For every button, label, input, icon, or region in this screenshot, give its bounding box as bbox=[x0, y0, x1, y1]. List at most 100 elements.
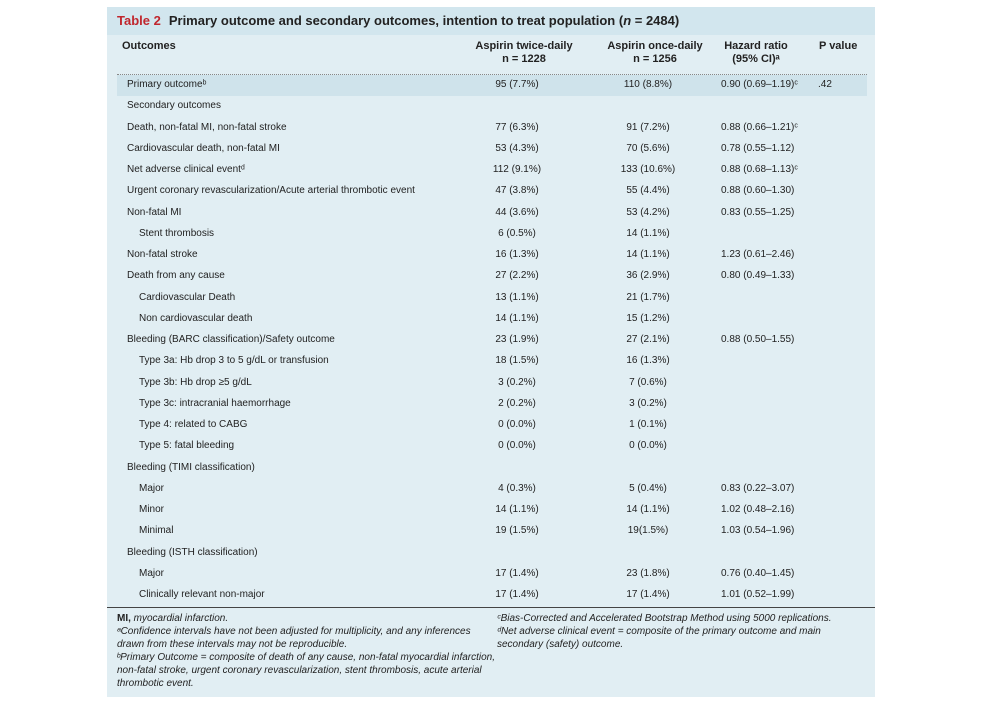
table-card: Table 2 Primary outcome and secondary out… bbox=[107, 7, 875, 697]
header-p-value: P value bbox=[819, 40, 858, 52]
header-outcomes: Outcomes bbox=[122, 40, 176, 52]
row-label: Bleeding (ISTH classification) bbox=[127, 546, 258, 558]
header-arm-b-label: Aspirin once-daily bbox=[607, 40, 703, 52]
row-p-value: .42 bbox=[818, 79, 832, 90]
row-label: Type 3c: intracranial haemorrhage bbox=[139, 397, 291, 409]
row-value-once-daily: 5 (0.4%) bbox=[629, 482, 667, 494]
table-row: Major 4 (0.3%) 5 (0.4%) 0.83 (0.22–3.07) bbox=[117, 479, 867, 500]
row-value-once-daily: 14 (1.1%) bbox=[626, 504, 670, 515]
row-value-once-daily: 3 (0.2%) bbox=[629, 397, 667, 409]
row-label: Major bbox=[139, 482, 165, 494]
row-label: Cardiovascular Death bbox=[139, 291, 236, 303]
row-value-twice-daily: 17 (1.4%) bbox=[495, 567, 539, 579]
row-label: Type 4: related to CABG bbox=[139, 419, 248, 430]
footnote-right: ᶜBias-Corrected and Accelerated Bootstra… bbox=[497, 612, 867, 651]
row-hazard-ratio: 0.88 (0.68–1.13)ᶜ bbox=[721, 164, 798, 175]
header-arm-a-n: n = 1228 bbox=[502, 53, 546, 65]
row-value-once-daily: 17 (1.4%) bbox=[626, 589, 670, 600]
row-value-twice-daily: 13 (1.1%) bbox=[495, 291, 539, 303]
table-row: Clinically relevant non-major 17 (1.4%) 17… bbox=[117, 585, 867, 606]
row-label: Non-fatal MI bbox=[127, 206, 182, 218]
row-value-once-daily: 70 (5.6%) bbox=[626, 142, 670, 154]
row-value-once-daily: 14 (1.1%) bbox=[626, 249, 670, 260]
table-row: Death from any cause 27 (2.2%) 36 (2.9%) 0.… bbox=[117, 266, 867, 287]
table-row: Bleeding (BARC classification)/Safety ou… bbox=[117, 330, 867, 351]
row-label: Secondary outcomes bbox=[127, 100, 221, 112]
table-row: Net adverse clinical eventᵈ 112 (9.1%) 133… bbox=[117, 160, 867, 181]
table-title: Table 2 Primary outcome and secondary out… bbox=[117, 13, 679, 28]
row-hazard-ratio: 0.78 (0.55–1.12) bbox=[721, 142, 795, 154]
row-hazard-ratio: 1.23 (0.61–2.46) bbox=[721, 249, 795, 260]
row-label: Urgent coronary revascularization/Acute … bbox=[127, 185, 415, 197]
table-row: Secondary outcomes bbox=[117, 96, 867, 117]
row-value-once-daily: 110 (8.8%) bbox=[623, 79, 673, 90]
title-bar: Table 2 Primary outcome and secondary out… bbox=[107, 7, 875, 35]
row-value-twice-daily: 0 (0.0%) bbox=[498, 440, 536, 452]
table-row: Cardiovascular death, non-fatal MI 53 (4.… bbox=[117, 139, 867, 160]
row-value-twice-daily: 16 (1.3%) bbox=[495, 249, 539, 260]
row-label: Cardiovascular death, non-fatal MI bbox=[127, 142, 280, 154]
table-row: Non-fatal stroke 16 (1.3%) 14 (1.1%) 1.23 (… bbox=[117, 245, 867, 266]
row-value-twice-daily: 4 (0.3%) bbox=[498, 482, 536, 494]
row-hazard-ratio: 0.83 (0.55–1.25) bbox=[721, 206, 795, 218]
table-number: Table 2 bbox=[117, 13, 161, 28]
table-row: Non cardiovascular death 14 (1.1%) 15 (1.2… bbox=[117, 309, 867, 330]
row-value-twice-daily: 14 (1.1%) bbox=[495, 312, 539, 324]
row-label: Type 5: fatal bleeding bbox=[139, 440, 235, 452]
table-row: Non-fatal MI 44 (3.6%) 53 (4.2%) 0.83 (0.55… bbox=[117, 203, 867, 224]
row-value-once-daily: 0 (0.0%) bbox=[629, 440, 667, 452]
table-row: Type 3b: Hb drop ≥5 g/dL 3 (0.2%) 7 (0.6%) bbox=[117, 373, 867, 394]
row-value-once-daily: 19(1.5%) bbox=[627, 525, 669, 537]
footnote-mi-abbr: MI, bbox=[117, 613, 131, 624]
table-row-primary: Primary outcomeᵇ 95 (7.7%) 110 (8.8%) 0.90 … bbox=[117, 75, 867, 96]
table-row: Minor 14 (1.1%) 14 (1.1%) 1.02 (0.48–2.16) bbox=[117, 500, 867, 521]
footnote-mi: MI, myocardial infarction. bbox=[117, 612, 497, 625]
row-value-twice-daily: 95 (7.7%) bbox=[495, 79, 539, 90]
row-value-twice-daily: 77 (6.3%) bbox=[495, 121, 539, 133]
footnote-c: ᶜBias-Corrected and Accelerated Bootstra… bbox=[497, 613, 832, 624]
row-value-once-daily: 15 (1.2%) bbox=[626, 312, 670, 324]
table-row: Bleeding (ISTH classification) bbox=[117, 543, 867, 564]
row-label: Clinically relevant non-major bbox=[139, 589, 265, 600]
row-value-twice-daily: 0 (0.0%) bbox=[498, 419, 536, 430]
row-value-once-daily: 21 (1.7%) bbox=[626, 291, 670, 303]
row-value-once-daily: 16 (1.3%) bbox=[626, 355, 670, 367]
row-label: Non cardiovascular death bbox=[139, 312, 253, 324]
table-row: Stent thrombosis 6 (0.5%) 14 (1.1%) bbox=[117, 224, 867, 245]
row-value-twice-daily: 27 (2.2%) bbox=[495, 270, 539, 282]
table-row: Minimal 19 (1.5%) 19(1.5%) 1.03 (0.54–1.96) bbox=[117, 521, 867, 542]
row-value-twice-daily: 14 (1.1%) bbox=[495, 504, 539, 515]
title-text: Primary outcome and secondary outcomes, … bbox=[168, 13, 624, 28]
row-label: Type 3a: Hb drop 3 to 5 g/dL or transfus… bbox=[139, 355, 329, 367]
row-value-once-daily: 23 (1.8%) bbox=[626, 567, 670, 579]
title-n: n bbox=[623, 13, 632, 28]
row-label: Net adverse clinical eventᵈ bbox=[127, 164, 245, 175]
row-value-once-daily: 55 (4.4%) bbox=[626, 185, 670, 197]
header-hazard-ratio: Hazard ratio (95% CI)ᵃ bbox=[711, 40, 801, 66]
row-label: Bleeding (BARC classification)/Safety ou… bbox=[127, 334, 335, 345]
footnote-a: ᵃConfidence intervals have not been adju… bbox=[117, 626, 471, 650]
row-value-once-daily: 53 (4.2%) bbox=[626, 206, 670, 218]
row-label: Stent thrombosis bbox=[139, 227, 215, 239]
row-value-once-daily: 91 (7.2%) bbox=[626, 121, 670, 133]
row-value-once-daily: 36 (2.9%) bbox=[626, 270, 670, 282]
row-hazard-ratio: 1.02 (0.48–2.16) bbox=[721, 504, 795, 515]
row-label: Non-fatal stroke bbox=[127, 249, 198, 260]
row-value-once-daily: 14 (1.1%) bbox=[626, 227, 670, 239]
row-value-once-daily: 133 (10.6%) bbox=[620, 164, 676, 175]
row-hazard-ratio: 0.90 (0.69–1.19)ᶜ bbox=[721, 79, 798, 90]
row-hazard-ratio: 0.83 (0.22–3.07) bbox=[721, 482, 795, 494]
row-hazard-ratio: 0.80 (0.49–1.33) bbox=[721, 270, 795, 282]
row-value-twice-daily: 23 (1.9%) bbox=[495, 334, 539, 345]
footer-divider bbox=[107, 607, 875, 608]
footnote-mi-def: myocardial infarction. bbox=[130, 613, 229, 624]
header-arm-a: Aspirin twice-daily n = 1228 bbox=[454, 40, 594, 66]
header-arm-a-label: Aspirin twice-daily bbox=[475, 40, 573, 52]
row-label: Type 3b: Hb drop ≥5 g/dL bbox=[139, 376, 252, 388]
table-row: Type 4: related to CABG 0 (0.0%) 1 (0.1%) bbox=[117, 415, 867, 436]
row-label: Primary outcomeᵇ bbox=[127, 79, 207, 90]
table-row: Urgent coronary revascularization/Acute … bbox=[117, 181, 867, 202]
row-value-twice-daily: 2 (0.2%) bbox=[498, 397, 536, 409]
header-hr-label: Hazard ratio bbox=[724, 40, 788, 52]
row-value-twice-daily: 112 (9.1%) bbox=[492, 164, 542, 175]
